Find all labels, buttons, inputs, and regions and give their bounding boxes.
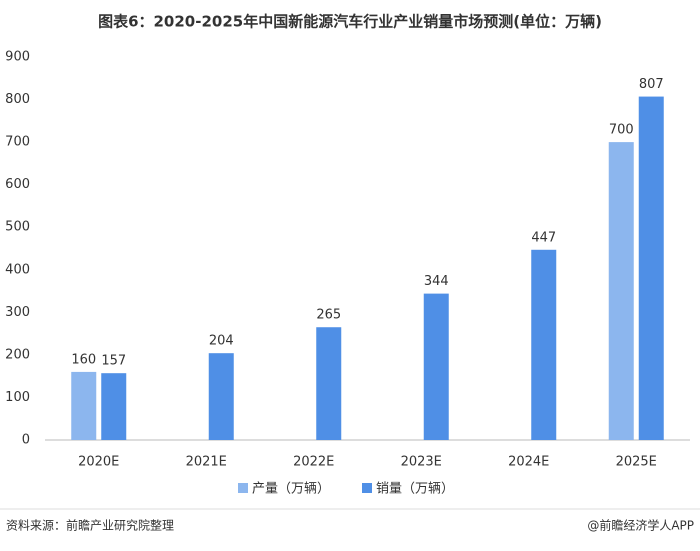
legend-label: 销量（万辆） <box>376 482 454 497</box>
x-tick-label: 2020E <box>78 455 119 470</box>
y-tick-label: 900 <box>5 50 30 65</box>
y-tick-label: 600 <box>5 177 30 192</box>
legend-swatch <box>362 483 372 493</box>
x-tick-label: 2025E <box>616 455 657 470</box>
credit: @前瞻经济学人APP <box>587 518 694 533</box>
value-label: 265 <box>316 308 341 323</box>
source: 资料来源：前瞻产业研究院整理 <box>6 518 174 533</box>
y-tick-label: 500 <box>5 220 30 235</box>
x-tick-label: 2022E <box>293 455 334 470</box>
bar <box>608 142 634 440</box>
y-tick-label: 700 <box>5 135 30 150</box>
legend-swatch <box>238 483 248 493</box>
bar <box>208 353 234 440</box>
bar <box>71 371 97 440</box>
x-tick-label: 2024E <box>508 455 549 470</box>
value-label: 157 <box>101 354 126 369</box>
y-tick-label: 200 <box>5 347 30 362</box>
chart-title: 图表6：2020-2025年中国新能源汽车行业产业销量市场预测(单位：万辆) <box>98 13 602 31</box>
value-label: 204 <box>209 334 234 349</box>
x-tick-label: 2023E <box>401 455 442 470</box>
value-label: 700 <box>609 123 634 138</box>
x-tick-label: 2021E <box>186 455 227 470</box>
value-label: 807 <box>639 77 664 92</box>
value-label: 160 <box>71 352 96 367</box>
y-tick-label: 400 <box>5 262 30 277</box>
y-tick-label: 800 <box>5 92 30 107</box>
bar <box>101 373 127 440</box>
bar <box>531 249 557 440</box>
bar <box>638 96 664 441</box>
y-tick-label: 0 <box>22 433 30 448</box>
y-tick-label: 300 <box>5 305 30 320</box>
bar <box>423 293 449 440</box>
bar <box>316 327 342 440</box>
legend-label: 产量（万辆） <box>252 482 330 497</box>
y-tick-label: 100 <box>5 390 30 405</box>
value-label: 344 <box>424 274 449 289</box>
value-label: 447 <box>531 230 556 245</box>
